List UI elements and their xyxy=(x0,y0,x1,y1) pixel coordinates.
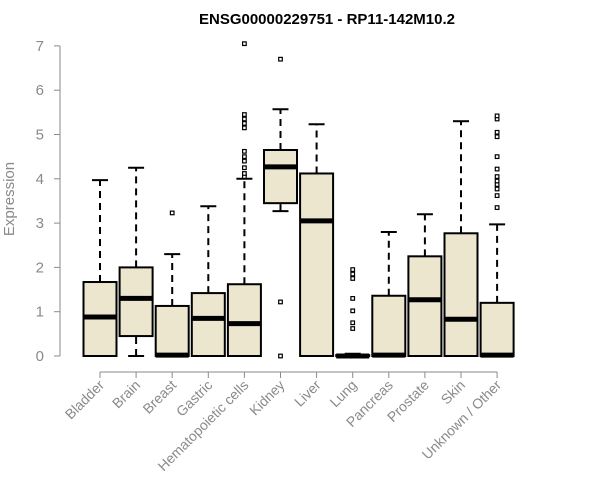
outlier-point xyxy=(494,178,500,184)
box-iqr xyxy=(407,255,443,358)
box-iqr xyxy=(299,172,335,357)
x-tick-label: Brain xyxy=(109,377,143,411)
y-tick-label: 3 xyxy=(36,215,44,232)
box-group xyxy=(443,120,479,357)
outlier-point xyxy=(278,299,283,305)
y-tick-label: 7 xyxy=(36,38,44,55)
outlier-point xyxy=(242,148,247,154)
y-tick-label: 6 xyxy=(36,82,44,99)
y-axis: 0 1 2 3 4 5 6 7 xyxy=(36,38,61,365)
box-iqr xyxy=(263,149,298,205)
box-group xyxy=(299,123,335,357)
box-group xyxy=(407,213,443,358)
outlier-point xyxy=(494,166,500,172)
outlier-point xyxy=(350,296,356,301)
outlier-point xyxy=(350,271,356,277)
box-group xyxy=(226,41,262,358)
box-series xyxy=(82,41,515,359)
box-group xyxy=(190,205,226,357)
chart-title: ENSG00000229751 - RP11-142M10.2 xyxy=(199,11,455,28)
box-iqr xyxy=(371,294,407,358)
box-iqr xyxy=(443,232,479,357)
y-tick-label: 5 xyxy=(36,127,44,144)
outlier-point xyxy=(242,121,247,126)
outlier-point xyxy=(242,158,247,164)
box-group xyxy=(479,113,515,358)
box-iqr xyxy=(154,304,190,358)
outlier-point xyxy=(242,171,247,176)
box-group xyxy=(118,166,154,357)
box-iqr xyxy=(226,283,262,358)
x-tick-label: Bladder xyxy=(62,377,108,423)
outlier-point xyxy=(169,210,175,216)
box-iqr xyxy=(190,292,226,357)
x-tick-label: Breast xyxy=(139,377,179,417)
outlier-point xyxy=(494,113,500,119)
y-axis-label: Expression xyxy=(1,162,18,236)
box-group xyxy=(335,267,371,359)
x-tick-label: Lung xyxy=(326,377,359,410)
y-tick-label: 4 xyxy=(36,171,44,188)
outlier-point xyxy=(350,267,356,273)
outlier-point xyxy=(350,276,356,281)
box-iqr xyxy=(479,301,515,357)
outlier-point xyxy=(494,174,500,179)
outlier-point xyxy=(350,326,356,331)
outlier-point xyxy=(242,125,247,131)
y-tick-label: 0 xyxy=(36,348,44,365)
x-tick-label: Liver xyxy=(291,377,324,410)
outlier-point xyxy=(242,116,247,122)
outlier-point xyxy=(350,320,356,326)
outlier-point xyxy=(494,134,500,140)
y-tick-label: 2 xyxy=(36,259,44,276)
y-tick-label: 1 xyxy=(36,304,44,321)
x-tick-label: Skin xyxy=(438,377,469,408)
outlier-point xyxy=(494,186,500,192)
outlier-point xyxy=(494,154,500,160)
outlier-point xyxy=(350,308,356,314)
box-group xyxy=(82,179,118,358)
outlier-point xyxy=(494,129,500,135)
outlier-point xyxy=(242,154,247,160)
box-iqr xyxy=(118,266,154,338)
outlier-point xyxy=(494,193,500,199)
outlier-point xyxy=(242,112,247,117)
x-tick-label: Kidney xyxy=(246,377,288,419)
outlier-point xyxy=(242,165,247,171)
outlier-point xyxy=(242,41,247,47)
box-group xyxy=(371,230,407,358)
outlier-point xyxy=(278,353,283,359)
outlier-point xyxy=(494,205,500,210)
box-group xyxy=(154,210,190,358)
outlier-point xyxy=(278,56,283,62)
box-group xyxy=(263,56,298,359)
